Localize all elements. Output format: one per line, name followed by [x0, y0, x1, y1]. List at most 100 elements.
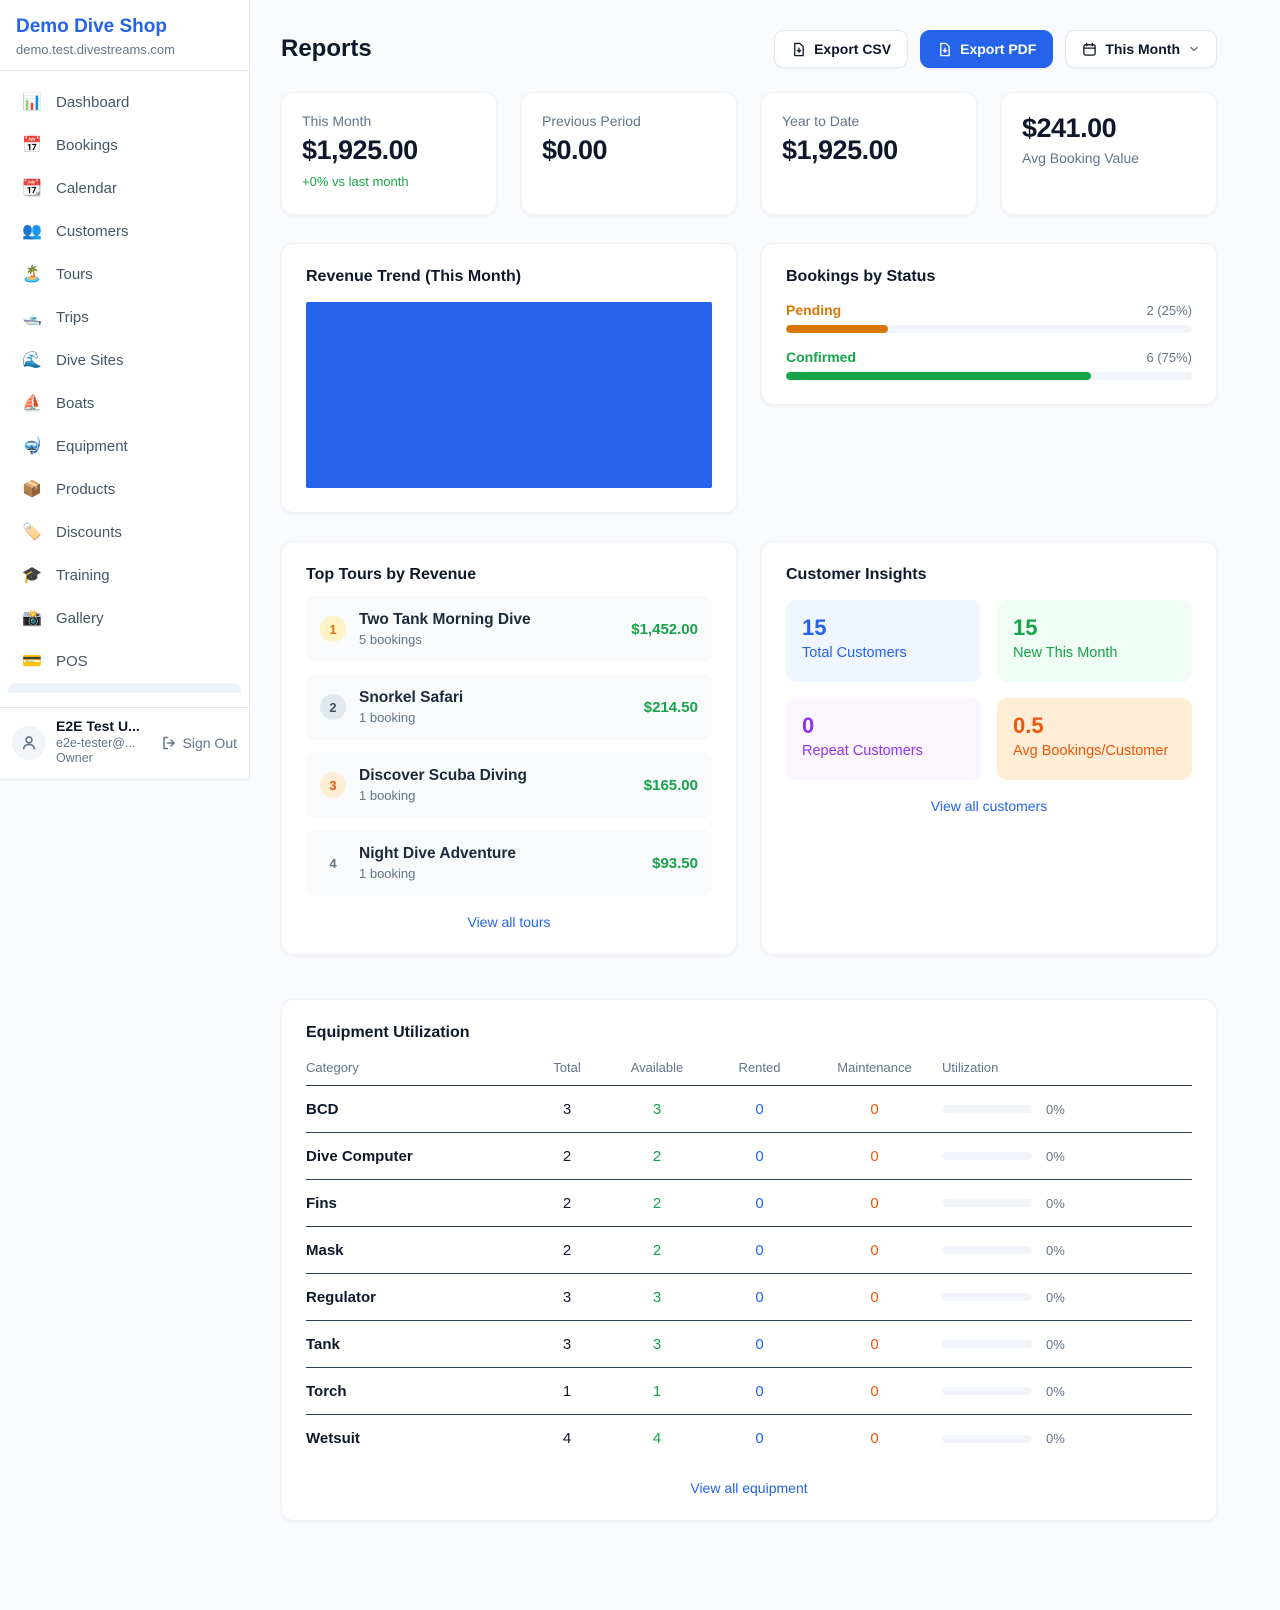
sidebar-item-products[interactable]: 📦 Products — [8, 468, 241, 510]
tour-bookings: 1 booking — [359, 710, 416, 725]
page-title: Reports — [281, 35, 372, 62]
tour-bookings: 1 booking — [359, 788, 416, 803]
equipment-utilization-cell: 0% — [942, 1384, 1192, 1399]
equipment-utilization-cell: 0% — [942, 1243, 1192, 1258]
utilization-percent: 0% — [1046, 1148, 1065, 1164]
tour-name: Snorkel Safari — [359, 689, 464, 706]
sidebar-item-customers[interactable]: 👥 Customers — [8, 210, 241, 252]
stat-label: This Month — [302, 113, 372, 129]
equipment-category: Fins — [306, 1194, 337, 1212]
equipment-maintenance: 0 — [870, 1382, 879, 1400]
equipment-utilization-cell: 0% — [942, 1337, 1192, 1352]
sidebar-item-bookings[interactable]: 📅 Bookings — [8, 124, 241, 166]
equipment-utilization-cell: 0% — [942, 1196, 1192, 1211]
logout-icon — [162, 736, 175, 749]
sign-out-button[interactable]: Sign Out — [161, 735, 237, 751]
camera-icon: 📸 — [22, 610, 42, 627]
utilization-bar — [942, 1199, 1032, 1207]
equipment-utilization-cell: 0% — [942, 1290, 1192, 1305]
export-pdf-label: Export PDF — [960, 41, 1037, 57]
revenue-trend-chart — [306, 302, 712, 488]
pending-bar-track — [786, 325, 1192, 333]
chevron-down-icon — [1190, 46, 1198, 52]
page-header: Reports Export CSV Export PDF — [281, 30, 1217, 68]
equipment-table-header: Category Total Available Rented Maintena… — [306, 1060, 1192, 1086]
avatar — [12, 725, 46, 760]
bar-chart-icon: 📊 — [22, 94, 42, 111]
utilization-percent: 0% — [1046, 1289, 1065, 1305]
tile-repeat-customers: 0 Repeat Customers — [786, 698, 981, 780]
stat-cards: This Month $1,925.00 +0% vs last month P… — [281, 92, 1217, 215]
export-csv-label: Export CSV — [814, 41, 892, 57]
equipment-category: Wetsuit — [306, 1430, 360, 1447]
confirmed-bar-fill — [786, 372, 1091, 380]
view-all-equipment-link[interactable]: View all equipment — [690, 1480, 808, 1496]
sidebar-item-trips[interactable]: 🛥️ Trips — [8, 296, 241, 338]
equipment-rented: 0 — [755, 1335, 764, 1353]
equipment-rented: 0 — [755, 1382, 764, 1400]
stat-value: $0.00 — [542, 135, 608, 165]
tour-revenue: $1,452.00 — [631, 620, 698, 638]
equipment-total: 2 — [562, 1241, 572, 1259]
sidebar-item-equipment[interactable]: 🤿 Equipment — [8, 425, 241, 467]
tour-row: 2 Snorkel Safari 1 booking $214.50 — [306, 674, 712, 740]
tour-revenue: $165.00 — [643, 776, 698, 794]
equipment-maintenance: 0 — [870, 1430, 879, 1447]
equipment-available: 2 — [652, 1147, 662, 1165]
table-row: Dive Computer 2 2 0 0 0% — [306, 1133, 1192, 1180]
stat-card-avg-booking-value: $241.00 Avg Booking Value — [1001, 92, 1217, 215]
sidebar-item-dive-sites[interactable]: 🌊 Dive Sites — [8, 339, 241, 381]
tour-row: 3 Discover Scuba Diving 1 booking $165.0… — [306, 752, 712, 818]
sidebar-item-boats[interactable]: ⛵ Boats — [8, 382, 241, 424]
sidebar-item-gallery[interactable]: 📸 Gallery — [8, 597, 241, 639]
tile-value: 15 — [1013, 615, 1038, 640]
sidebar-item-pos[interactable]: 💳 POS — [8, 640, 241, 682]
sidebar-item-discounts[interactable]: 🏷️ Discounts — [8, 511, 241, 553]
table-row: Fins 2 2 0 0 0% — [306, 1180, 1192, 1227]
table-row: BCD 3 3 0 0 0% — [306, 1086, 1192, 1133]
equipment-total: 1 — [562, 1382, 572, 1400]
sidebar-item-label: Boats — [56, 394, 95, 412]
sidebar-item-calendar[interactable]: 📆 Calendar — [8, 167, 241, 209]
export-csv-button[interactable]: Export CSV — [774, 30, 909, 68]
view-all-customers-link[interactable]: View all customers — [930, 798, 1048, 814]
island-icon: 🏝️ — [22, 266, 42, 283]
sidebar-item-reports-partial[interactable] — [8, 683, 241, 693]
equipment-available: 4 — [652, 1430, 662, 1447]
equipment-rented: 0 — [755, 1194, 764, 1212]
user-info: E2E Test U... e2e-tester@... Owner — [56, 718, 151, 767]
tile-label: Total Customers — [802, 645, 907, 661]
view-all-tours-link[interactable]: View all tours — [467, 914, 551, 930]
equipment-utilization-card: Equipment Utilization Category Total Ava… — [281, 999, 1217, 1521]
period-dropdown[interactable]: This Month — [1065, 30, 1217, 68]
file-download-icon — [794, 42, 804, 56]
sidebar-user-section: E2E Test U... e2e-tester@... Owner Sign … — [0, 707, 249, 779]
utilization-bar — [942, 1340, 1032, 1348]
insights-row: Top Tours by Revenue 1 Two Tank Morning … — [281, 541, 1217, 955]
equipment-maintenance: 0 — [870, 1147, 879, 1165]
file-download-icon — [940, 42, 950, 56]
pending-bar-fill — [786, 325, 888, 333]
export-pdf-button[interactable]: Export PDF — [920, 30, 1054, 68]
utilization-percent: 0% — [1046, 1101, 1065, 1117]
utilization-bar — [942, 1246, 1032, 1254]
equipment-total: 2 — [562, 1194, 572, 1212]
tour-row: 1 Two Tank Morning Dive 5 bookings $1,45… — [306, 596, 712, 662]
equipment-total: 3 — [562, 1288, 572, 1306]
col-rented: Rented — [738, 1060, 781, 1075]
equipment-total: 4 — [562, 1430, 572, 1447]
equipment-utilization-cell: 0% — [942, 1102, 1192, 1117]
tile-label: Repeat Customers — [802, 743, 923, 759]
dive-mask-icon: 🤿 — [22, 438, 42, 455]
equipment-available: 3 — [652, 1288, 662, 1306]
package-icon: 📦 — [22, 481, 42, 498]
stat-card-this-month: This Month $1,925.00 +0% vs last month — [281, 92, 497, 215]
sidebar-item-label: Dashboard — [56, 93, 130, 111]
top-tours-card: Top Tours by Revenue 1 Two Tank Morning … — [281, 541, 737, 955]
equipment-available: 1 — [652, 1382, 662, 1400]
table-row: Wetsuit 4 4 0 0 0% — [306, 1415, 1192, 1462]
sidebar-item-training[interactable]: 🎓 Training — [8, 554, 241, 596]
sidebar-item-dashboard[interactable]: 📊 Dashboard — [8, 81, 241, 123]
sidebar-item-tours[interactable]: 🏝️ Tours — [8, 253, 241, 295]
calendar-date-icon: 📅 — [22, 137, 42, 154]
